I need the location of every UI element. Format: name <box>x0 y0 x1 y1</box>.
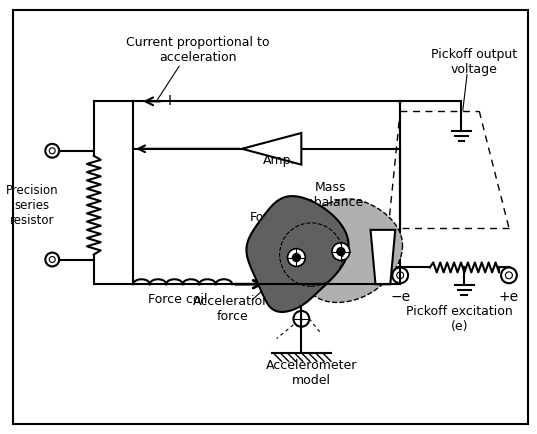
Circle shape <box>337 248 345 256</box>
Text: Accelerometer
model: Accelerometer model <box>265 359 357 387</box>
Text: Pickoff output
voltage: Pickoff output voltage <box>431 48 517 76</box>
Text: Mass
unbalance: Mass unbalance <box>299 181 364 209</box>
Text: Current proportional to
acceleration: Current proportional to acceleration <box>126 36 269 64</box>
Text: Force: Force <box>250 211 284 224</box>
Text: Pickoff excitation
(e): Pickoff excitation (e) <box>406 305 513 333</box>
Text: −e: −e <box>390 290 410 304</box>
Polygon shape <box>371 230 395 284</box>
Circle shape <box>332 243 350 260</box>
Polygon shape <box>242 133 301 164</box>
Text: Amp.: Amp. <box>263 154 296 167</box>
Text: I: I <box>168 94 172 108</box>
Circle shape <box>287 249 306 266</box>
Text: Acceleration
force: Acceleration force <box>193 295 271 323</box>
Text: Force coil: Force coil <box>148 293 207 306</box>
Polygon shape <box>286 199 403 302</box>
Text: Precision
series
resistor: Precision series resistor <box>6 184 59 227</box>
Text: +e: +e <box>499 290 519 304</box>
Circle shape <box>293 253 300 261</box>
Polygon shape <box>246 196 349 312</box>
